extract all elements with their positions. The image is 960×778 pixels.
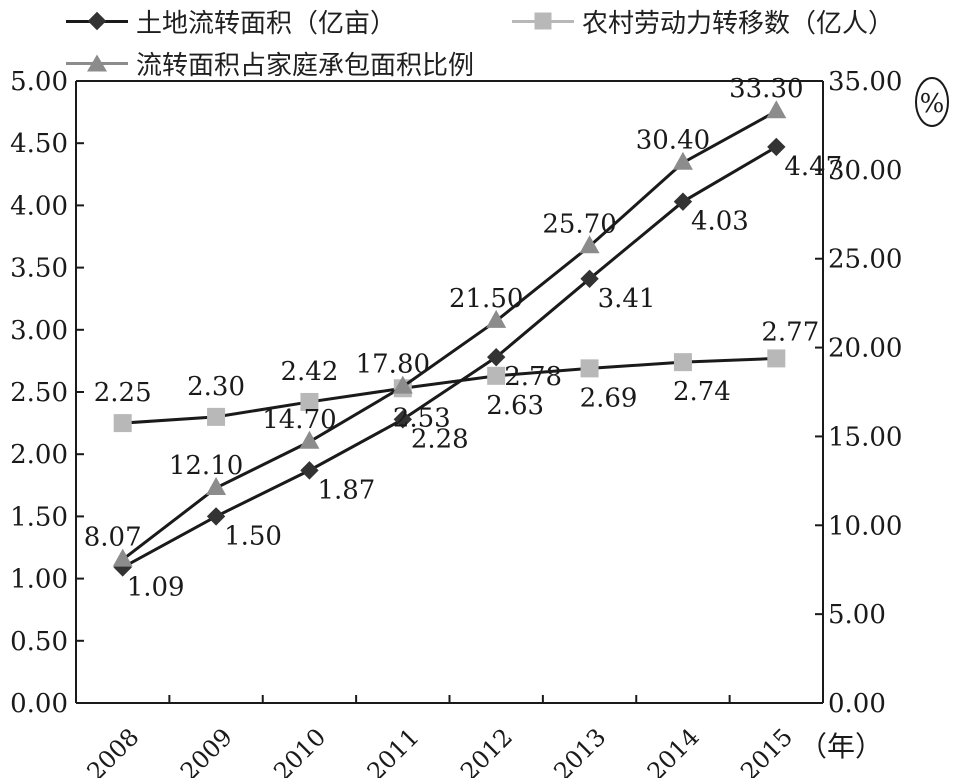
x-tick-label: 2011 [362, 723, 425, 778]
diamond-marker-icon [66, 6, 128, 36]
data-label-triangle: 21.50 [449, 284, 523, 314]
data-point-diamond [206, 507, 226, 526]
data-point-diamond [673, 192, 693, 211]
series-line-square [122, 356, 777, 425]
data-label-diamond: 4.47 [784, 152, 842, 182]
data-label-diamond: 1.09 [127, 572, 185, 602]
data-label-diamond: 2.78 [504, 362, 562, 392]
data-label-diamond: 4.03 [691, 207, 749, 237]
data-point-triangle [112, 548, 133, 567]
data-label-diamond: 2.28 [411, 424, 469, 454]
x-tick-label: 2014 [642, 723, 705, 778]
legend-item-land-area: 土地流转面积（亿亩） [66, 6, 396, 39]
y-left-tick-label: 4.00 [10, 191, 68, 221]
data-point-diamond [486, 347, 506, 367]
x-tick-label: 2012 [455, 723, 518, 778]
data-point-triangle [672, 151, 693, 170]
data-label-diamond: 1.87 [317, 475, 375, 505]
data-point-triangle [299, 430, 320, 449]
y-left-tick-label: 1.00 [10, 565, 68, 595]
data-label-triangle: 33.30 [729, 74, 803, 104]
y-right-tick-label: 0.00 [828, 689, 886, 719]
series-line-triangle [121, 109, 778, 561]
data-point-square [207, 407, 226, 426]
data-point-triangle [392, 375, 413, 394]
data-point-square [487, 366, 506, 385]
y-left-tick-label: 0.50 [10, 627, 68, 657]
data-point-triangle [579, 235, 600, 254]
y-left-tick-label: 2.50 [10, 378, 68, 408]
data-label-triangle: 12.10 [169, 451, 243, 481]
data-label-square: 2.77 [761, 317, 819, 347]
y-left-tick-label: 0.00 [10, 689, 68, 719]
data-point-square [300, 392, 319, 411]
legend-item-ratio: 流转面积占家庭承包面积比例 [66, 48, 474, 81]
data-point-diamond [393, 410, 413, 429]
x-tick-label: 2010 [268, 723, 331, 778]
y-right-unit-label: % [920, 89, 945, 119]
data-label-square: 2.63 [486, 391, 544, 421]
x-axis-unit-label: （年） [799, 730, 883, 763]
y-left-tick-label: 2.00 [10, 440, 68, 470]
data-label-square: 2.69 [580, 383, 638, 413]
data-label-triangle: 14.70 [262, 405, 336, 435]
y-right-tick-label: 30.00 [828, 156, 902, 186]
data-label-triangle: 30.40 [636, 126, 710, 156]
y-left-tick-label: 3.00 [10, 316, 68, 346]
x-tick-label: 2009 [175, 723, 238, 778]
legend-item-labor: 农村劳动力转移数（亿人） [512, 6, 894, 39]
x-tick-label: 2008 [82, 723, 145, 778]
data-label-square: 2.25 [94, 378, 152, 408]
data-label-diamond: 1.50 [224, 521, 282, 551]
data-label-square: 2.42 [280, 357, 338, 387]
data-label-square: 2.74 [673, 377, 731, 407]
data-point-diamond [300, 461, 319, 480]
y-left-tick-label: 1.50 [10, 502, 68, 532]
legend: 土地流转面积（亿亩） 农村劳动力转移数（亿人） 流转面积占家庭承包面积比例 [0, 0, 960, 90]
y-left-tick-label: 3.50 [10, 254, 68, 284]
legend-label-land-area: 土地流转面积（亿亩） [136, 8, 397, 39]
data-label-diamond: 3.41 [598, 284, 656, 314]
data-point-diamond [580, 269, 599, 288]
legend-label-ratio: 流转面积占家庭承包面积比例 [136, 50, 475, 81]
y-right-tick-label: 25.00 [828, 245, 902, 275]
y-left-tick-label: 4.50 [10, 129, 68, 159]
data-point-square [767, 349, 786, 368]
data-point-square [673, 353, 692, 372]
x-tick-label: 2013 [548, 723, 611, 778]
data-label-triangle: 17.80 [356, 350, 430, 380]
percent-unit-circle [915, 77, 949, 127]
data-point-square [580, 359, 599, 378]
data-label-triangle: 8.07 [84, 523, 142, 553]
y-right-tick-label: 20.00 [828, 334, 902, 364]
data-point-square [113, 414, 132, 433]
data-point-triangle [486, 309, 507, 328]
y-right-tick-label: 10.00 [828, 511, 902, 541]
x-tick-label: 2015 [735, 723, 798, 778]
square-marker-icon [512, 6, 574, 36]
data-label-square: 2.30 [187, 372, 245, 402]
data-point-diamond [767, 137, 786, 157]
data-point-triangle [206, 476, 227, 495]
data-label-triangle: 25.70 [542, 209, 616, 239]
data-label-square: 2.53 [393, 403, 451, 433]
data-point-triangle [766, 100, 787, 119]
triangle-marker-icon [66, 48, 128, 78]
series-line-diamond [121, 145, 778, 569]
y-right-tick-label: 35.00 [828, 67, 902, 97]
y-right-tick-label: 5.00 [828, 600, 886, 630]
y-right-tick-label: 15.00 [828, 422, 902, 452]
y-left-tick-label: 5.00 [10, 67, 68, 97]
legend-label-labor: 农村劳动力转移数（亿人） [582, 8, 895, 39]
